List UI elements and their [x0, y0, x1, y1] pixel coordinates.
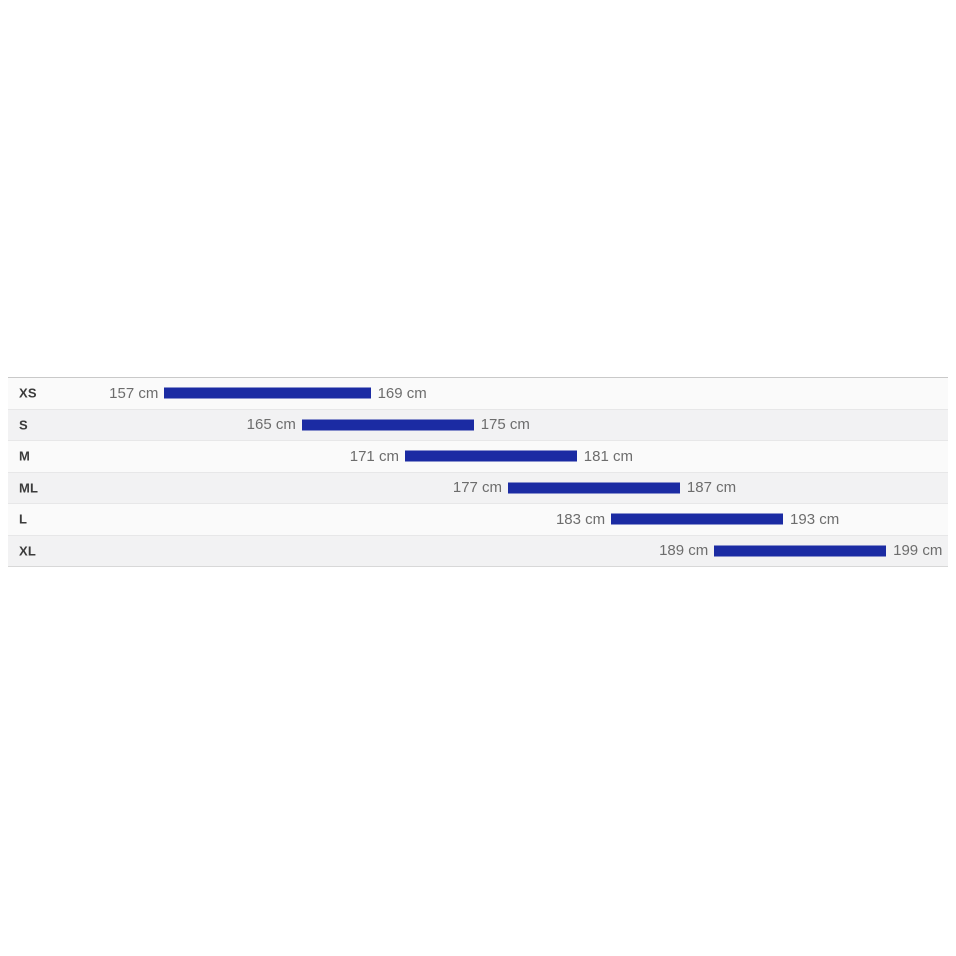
height-range-bar	[508, 482, 680, 494]
height-range-bar-group: 189 cm 199 cm	[659, 542, 942, 559]
size-row-ml: ML 177 cm 187 cm	[8, 471, 948, 504]
max-height-label: 187 cm	[686, 479, 737, 497]
size-label: S	[19, 417, 28, 433]
height-range-bar	[301, 419, 474, 431]
size-chart-table: XS 157 cm 169 cm S 165 cm 175 cm M 171 c…	[8, 377, 948, 567]
size-row-l: L 183 cm 193 cm	[8, 503, 948, 535]
bar-track: 165 cm 175 cm	[8, 410, 948, 441]
height-range-bar-group: 177 cm 187 cm	[453, 479, 736, 496]
bar-track: 177 cm 187 cm	[8, 473, 948, 504]
min-height-label: 165 cm	[246, 416, 296, 434]
size-label: L	[19, 511, 28, 527]
height-range-bar	[611, 513, 784, 525]
bar-track: 157 cm 169 cm	[8, 378, 948, 409]
height-range-bar	[714, 545, 887, 557]
height-range-bar	[404, 450, 577, 462]
min-height-label: 177 cm	[452, 479, 503, 497]
max-height-label: 193 cm	[790, 510, 840, 528]
height-range-bar-group: 165 cm 175 cm	[247, 416, 530, 433]
height-range-bar-group: 183 cm 193 cm	[556, 511, 839, 528]
bar-track: 183 cm 193 cm	[8, 504, 948, 535]
height-range-bar-group: 171 cm 181 cm	[350, 448, 633, 465]
min-height-label: 157 cm	[109, 384, 159, 402]
min-height-label: 183 cm	[555, 510, 606, 528]
min-height-label: 189 cm	[659, 542, 709, 560]
size-label: XL	[19, 543, 37, 559]
bar-track: 171 cm 181 cm	[8, 441, 948, 472]
height-range-bar	[164, 387, 371, 399]
max-height-label: 175 cm	[480, 416, 530, 434]
size-label: M	[19, 448, 31, 464]
max-height-label: 181 cm	[583, 447, 633, 465]
size-label: ML	[19, 480, 39, 496]
bar-track: 189 cm 199 cm	[8, 536, 948, 567]
height-range-bar-group: 157 cm 169 cm	[109, 385, 427, 402]
min-height-label: 171 cm	[349, 447, 399, 465]
max-height-label: 199 cm	[893, 542, 943, 560]
size-row-s: S 165 cm 175 cm	[8, 408, 948, 441]
size-row-m: M 171 cm 181 cm	[8, 440, 948, 472]
max-height-label: 169 cm	[377, 384, 427, 402]
size-row-xs: XS 157 cm 169 cm	[8, 378, 948, 409]
size-label: XS	[19, 385, 37, 401]
size-row-xl: XL 189 cm 199 cm	[8, 534, 948, 567]
